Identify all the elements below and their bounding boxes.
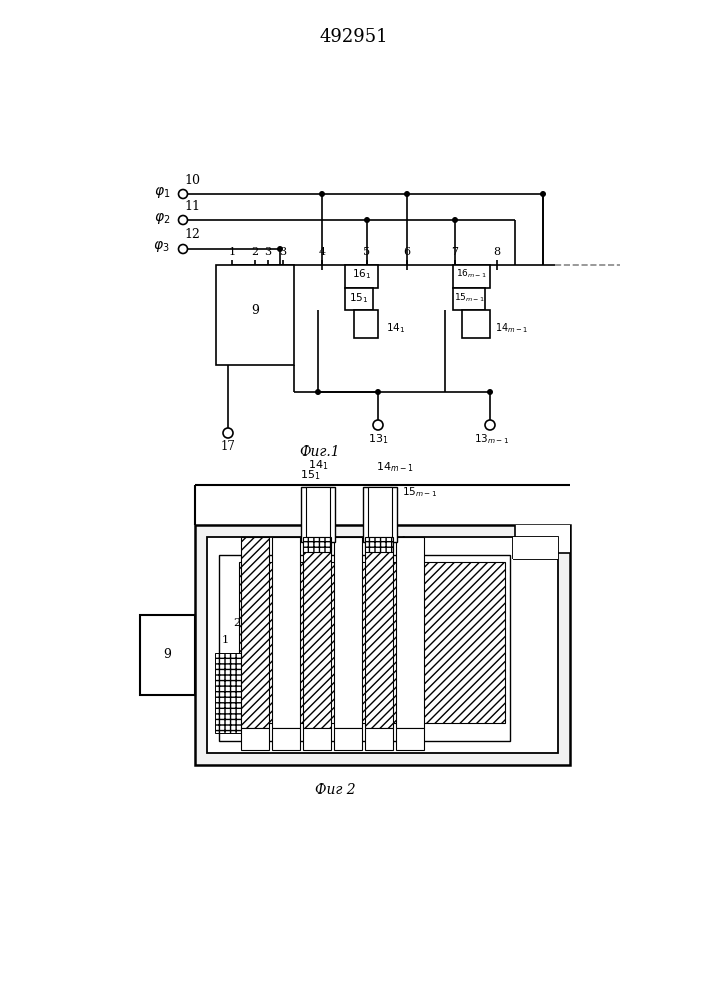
Text: $15_1$: $15_1$ — [300, 468, 320, 482]
Bar — [354, 310, 378, 338]
Bar — [207, 537, 558, 753]
Text: $14_{m-1}$: $14_{m-1}$ — [496, 321, 529, 335]
Text: 4: 4 — [318, 247, 325, 257]
Bar — [241, 728, 269, 750]
Bar — [219, 555, 510, 741]
Circle shape — [364, 217, 370, 223]
Bar — [365, 537, 393, 552]
Text: 3: 3 — [264, 247, 271, 257]
Text: $15_{m-1}$: $15_{m-1}$ — [402, 485, 438, 499]
Circle shape — [315, 389, 321, 395]
Text: $\varphi_1$: $\varphi_1$ — [153, 184, 170, 200]
Text: 9: 9 — [163, 648, 171, 662]
Bar — [215, 653, 243, 733]
Bar — [303, 728, 331, 750]
Bar — [345, 288, 373, 310]
Text: 3: 3 — [252, 713, 259, 723]
Text: 11: 11 — [184, 200, 200, 213]
Bar — [301, 487, 335, 542]
Text: $15_1$: $15_1$ — [349, 291, 368, 305]
Bar — [239, 562, 505, 723]
Bar — [195, 525, 570, 765]
Circle shape — [404, 191, 410, 197]
Bar — [513, 537, 558, 559]
Bar — [396, 728, 424, 750]
Text: 9: 9 — [251, 304, 259, 316]
Circle shape — [375, 389, 381, 395]
Bar — [306, 487, 330, 537]
Bar — [241, 537, 269, 728]
Text: $16_1$: $16_1$ — [352, 267, 371, 281]
Text: 6: 6 — [404, 247, 411, 257]
Text: Фиг.1: Фиг.1 — [300, 445, 340, 459]
Text: 10: 10 — [184, 174, 200, 186]
Text: 5: 5 — [363, 247, 370, 257]
Bar — [345, 265, 378, 288]
Text: 4: 4 — [282, 713, 290, 723]
Circle shape — [319, 191, 325, 197]
Circle shape — [277, 246, 283, 252]
Circle shape — [452, 217, 458, 223]
Bar — [368, 487, 392, 537]
Bar — [453, 288, 485, 310]
Bar — [140, 615, 195, 695]
Bar — [303, 537, 331, 552]
Bar — [365, 537, 393, 728]
Bar — [334, 728, 362, 750]
Text: $14_1$: $14_1$ — [386, 321, 406, 335]
Text: 8: 8 — [493, 247, 501, 257]
Bar — [515, 525, 570, 553]
Text: 6: 6 — [344, 713, 351, 723]
Text: $13_{m-1}$: $13_{m-1}$ — [474, 432, 510, 446]
Text: $14_{m-1}$: $14_{m-1}$ — [376, 460, 414, 474]
Bar — [334, 537, 362, 728]
Bar — [272, 537, 300, 728]
Text: Фиг 2: Фиг 2 — [315, 783, 356, 797]
Text: 17: 17 — [221, 440, 235, 454]
Text: $15_{m-1}$: $15_{m-1}$ — [454, 292, 484, 304]
Text: $16_{m-1}$: $16_{m-1}$ — [375, 530, 407, 544]
Text: 8: 8 — [407, 713, 414, 723]
Bar — [363, 487, 397, 542]
Text: 1: 1 — [221, 635, 228, 645]
Bar — [462, 310, 490, 338]
Text: 7: 7 — [452, 247, 459, 257]
Text: 492951: 492951 — [320, 28, 388, 46]
Text: 5: 5 — [313, 713, 320, 723]
Text: $\varphi_2$: $\varphi_2$ — [153, 211, 170, 226]
Text: $13_1$: $13_1$ — [368, 432, 388, 446]
Bar — [216, 265, 294, 365]
Text: $14_1$: $14_1$ — [308, 458, 328, 472]
Text: 1: 1 — [228, 247, 235, 257]
Text: 7: 7 — [375, 713, 382, 723]
Bar — [453, 265, 490, 288]
Text: 12: 12 — [184, 229, 200, 241]
Text: 2: 2 — [252, 247, 259, 257]
Bar — [272, 728, 300, 750]
Bar — [365, 728, 393, 750]
Circle shape — [540, 191, 546, 197]
Text: $\varphi_3$: $\varphi_3$ — [153, 239, 170, 254]
Bar — [303, 537, 331, 728]
Text: 3: 3 — [279, 247, 286, 257]
Bar — [396, 537, 424, 728]
Text: $16_{m-1}$: $16_{m-1}$ — [456, 268, 487, 280]
Text: $16_1$: $16_1$ — [310, 530, 328, 544]
Text: 2: 2 — [233, 618, 240, 628]
Circle shape — [487, 389, 493, 395]
